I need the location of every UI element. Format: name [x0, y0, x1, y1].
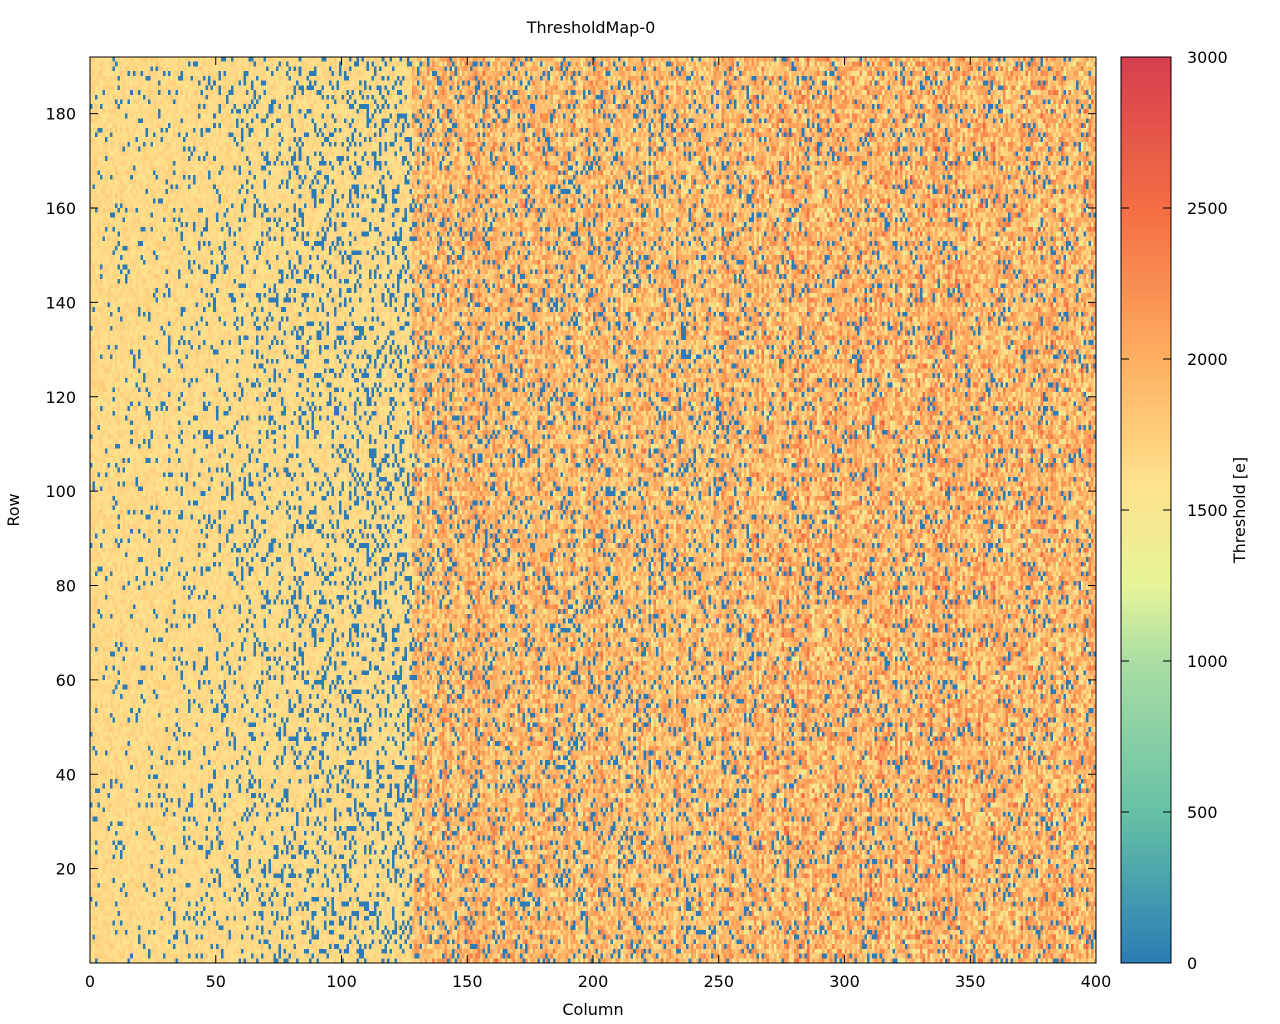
x-tick-label: 300: [829, 972, 860, 991]
x-tick-label: 350: [955, 972, 986, 991]
colorbar-tick-label: 1500: [1187, 501, 1228, 520]
x-tick-label: 0: [85, 972, 95, 991]
colorbar-tick-label: 2000: [1187, 350, 1228, 369]
y-tick-label: 40: [56, 765, 76, 784]
y-tick-label: 160: [45, 199, 76, 218]
x-tick-label: 250: [703, 972, 734, 991]
heatmap-image: [90, 57, 1096, 963]
colorbar-tick-label: 500: [1187, 803, 1218, 822]
y-tick-label: 60: [56, 671, 76, 690]
chart-title: ThresholdMap-0: [526, 18, 656, 37]
y-tick-label: 180: [45, 105, 76, 124]
heatmap-cells: [90, 57, 1096, 963]
y-axis-ticks: 20 40 60 80 100 120 140 160 180: [45, 105, 1096, 879]
y-tick-label: 100: [45, 482, 76, 501]
x-axis-label: Column: [562, 1000, 623, 1019]
colorbar-label: Threshold [e]: [1230, 457, 1249, 564]
colorbar-tick-label: 2500: [1187, 199, 1228, 218]
y-tick-label: 140: [45, 293, 76, 312]
x-tick-label: 400: [1081, 972, 1112, 991]
colorbar-tick-label: 3000: [1187, 48, 1228, 67]
x-tick-label: 50: [206, 972, 226, 991]
x-tick-label: 200: [578, 972, 609, 991]
y-tick-label: 20: [56, 860, 76, 879]
y-tick-label: 80: [56, 577, 76, 596]
colorbar-tick-label: 0: [1187, 954, 1197, 973]
colorbar: [1121, 57, 1171, 963]
colorbar-tick-label: 1000: [1187, 652, 1228, 671]
y-axis-label: Row: [4, 493, 23, 526]
x-axis-ticks: 0 50 100 150 200 250 300 350 400: [85, 57, 1111, 991]
y-tick-label: 120: [45, 388, 76, 407]
x-tick-label: 100: [326, 972, 357, 991]
colorbar-ticks: 0 500 1000 1500 2000 2500 3000: [1121, 48, 1228, 973]
x-tick-label: 150: [452, 972, 483, 991]
